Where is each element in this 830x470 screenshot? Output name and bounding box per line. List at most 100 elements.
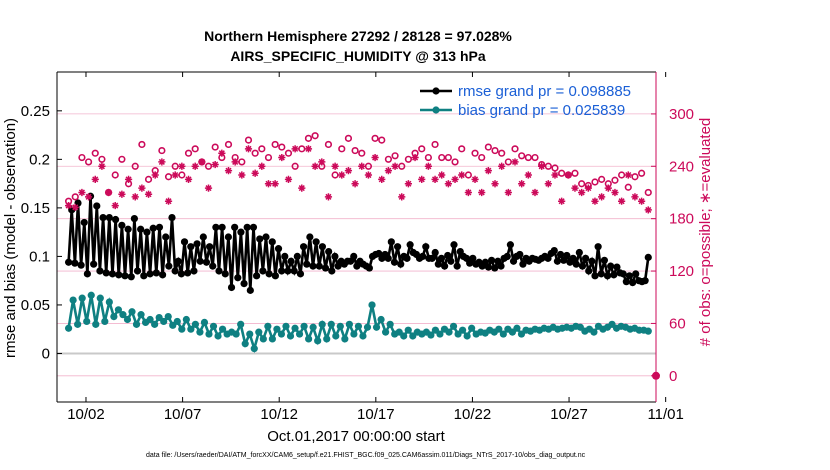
point-0-9: [93, 202, 101, 210]
point-0-74: [296, 270, 305, 278]
legend-label-0: rmse grand pr = 0.098885: [458, 83, 631, 100]
point-1-33: [214, 332, 222, 340]
point-3-42: [344, 167, 353, 175]
point-2-64: [491, 146, 499, 155]
y-right-tick-label-5: 300: [669, 106, 694, 123]
point-0-14: [108, 270, 117, 278]
point-3-64: [491, 180, 499, 188]
point-3-17: [178, 162, 186, 170]
point-1-21: [160, 317, 168, 326]
point-1-52: [300, 322, 308, 330]
point-3-5: [98, 162, 106, 170]
point-2-60: [464, 171, 472, 179]
point-2-58: [451, 158, 459, 166]
point-3-59: [458, 171, 466, 179]
point-0-104: [390, 258, 399, 266]
point-0-116: [428, 254, 436, 262]
point-1-13: [123, 315, 132, 324]
point-3-46: [371, 153, 379, 162]
point-2-29: [258, 145, 266, 153]
legend-marker-0: [432, 87, 440, 95]
point-1-41: [250, 345, 258, 353]
point-0-179: [625, 272, 634, 280]
point-1-68: [372, 323, 381, 331]
point-2-33: [284, 149, 293, 157]
point-0-11: [99, 213, 107, 222]
point-3-51: [404, 180, 413, 188]
point-1-71: [386, 320, 394, 328]
point-0-78: [309, 262, 317, 270]
point-1-5: [87, 291, 95, 299]
point-2-82: [611, 176, 619, 184]
point-0-75: [299, 243, 308, 251]
point-3-54: [424, 162, 432, 170]
point-0-21: [130, 214, 138, 223]
point-1-50: [291, 324, 299, 332]
point-0-169: [594, 243, 602, 251]
point-3-33: [284, 175, 293, 183]
point-0-84: [328, 267, 336, 275]
point-3-73: [551, 171, 559, 179]
x-tick-label-1: 10/07: [164, 406, 202, 423]
point-0-33: [168, 213, 176, 222]
point-0-15: [111, 215, 120, 224]
point-2-48: [384, 155, 393, 163]
point-3-2: [78, 188, 86, 197]
point-3-62: [478, 188, 486, 197]
point-1-64: [354, 322, 363, 330]
point-3-19: [191, 162, 199, 170]
point-0-17: [118, 221, 126, 229]
point-0-177: [619, 270, 627, 278]
point-1-2: [74, 320, 82, 328]
point-3-29: [258, 162, 266, 170]
point-0-120: [441, 262, 449, 270]
point-0-54: [234, 274, 242, 282]
point-3-23: [218, 149, 226, 157]
point-1-40: [246, 330, 254, 338]
point-2-49: [391, 152, 399, 160]
point-3-49: [391, 162, 399, 170]
point-0-55: [237, 228, 245, 236]
point-0-141: [506, 241, 515, 249]
point-0-81: [318, 243, 326, 251]
point-0-62: [259, 267, 267, 275]
point-1-128: [644, 327, 652, 335]
point-2-72: [544, 162, 552, 170]
point-2-32: [278, 143, 286, 151]
legend: rmse grand pr = 0.098885 bias grand pr = …: [420, 83, 631, 119]
point-3-50: [398, 193, 406, 201]
point-2-34: [291, 162, 299, 170]
point-0-60: [252, 272, 261, 280]
point-0-44: [202, 258, 211, 266]
point-1-56: [318, 320, 326, 328]
point-2-73: [551, 164, 559, 172]
y-left-tick-label-5: 0.25: [21, 103, 50, 120]
point-2-59: [458, 145, 466, 153]
point-2-22: [211, 143, 219, 151]
point-0-2: [71, 259, 79, 267]
point-1-3: [78, 294, 86, 302]
point-2-8: [118, 155, 126, 163]
y-axis-label-left: rmse and bias (model - observation): [2, 118, 19, 358]
point-2-17: [178, 171, 186, 179]
point-3-67: [511, 158, 519, 166]
point-3-7: [111, 201, 119, 210]
point-2-86: [638, 169, 646, 177]
point-1-69: [377, 315, 385, 324]
plot-background: [57, 72, 656, 402]
point-3-41: [338, 171, 346, 179]
point-1-43: [259, 335, 267, 343]
point-2-40: [331, 171, 339, 179]
point-3-71: [538, 162, 546, 170]
point-0-156: [553, 257, 562, 265]
point-0-155: [550, 246, 558, 255]
point-3-6: [104, 188, 113, 197]
point-1-15: [132, 320, 141, 328]
point-0-39: [187, 243, 195, 251]
point-0-134: [484, 263, 493, 271]
point-0-91: [350, 252, 358, 261]
point-1-42: [255, 328, 263, 336]
point-0-103: [387, 238, 395, 246]
point-0-65: [268, 238, 276, 246]
point-2-47: [378, 136, 386, 144]
